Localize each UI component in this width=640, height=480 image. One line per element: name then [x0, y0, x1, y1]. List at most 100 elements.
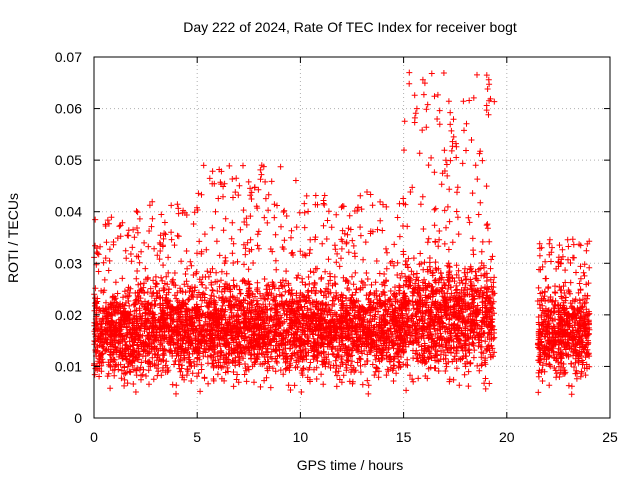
data-point [117, 222, 124, 229]
data-point [160, 347, 167, 354]
data-point [220, 227, 227, 234]
data-point [335, 368, 342, 375]
data-point [145, 358, 152, 365]
data-point [121, 364, 128, 371]
data-point [339, 227, 346, 234]
data-point [142, 317, 148, 324]
data-point [213, 312, 220, 319]
data-point [194, 207, 201, 213]
data-point [390, 378, 397, 384]
data-point [218, 321, 225, 328]
data-point [134, 342, 140, 348]
data-point [188, 262, 195, 269]
data-point [160, 305, 167, 311]
data-point [112, 295, 119, 302]
data-point [209, 224, 216, 231]
data-point [235, 379, 242, 386]
data-point [137, 295, 144, 302]
data-point [184, 265, 191, 272]
data-point [124, 356, 130, 363]
data-point [150, 277, 157, 284]
data-point [100, 339, 107, 346]
data-point [207, 295, 214, 302]
data-point [240, 162, 246, 169]
data-point [208, 345, 215, 352]
data-point [265, 292, 272, 299]
data-point [268, 305, 275, 312]
data-point [202, 345, 209, 352]
data-point [272, 329, 279, 336]
data-point [243, 215, 250, 222]
data-point [362, 239, 369, 246]
data-point [153, 365, 160, 372]
data-point [157, 326, 164, 333]
data-point [277, 303, 284, 310]
data-point [145, 341, 152, 348]
data-point [151, 344, 158, 351]
data-point [219, 307, 226, 314]
data-point [281, 237, 288, 244]
data-point [266, 363, 273, 370]
data-point [343, 240, 350, 247]
data-point [373, 352, 380, 359]
data-point [243, 221, 250, 228]
data-point [380, 201, 386, 208]
data-point [144, 350, 151, 356]
data-point [351, 250, 358, 257]
data-point [258, 350, 265, 357]
data-point [163, 325, 170, 332]
data-point [222, 258, 229, 264]
data-point [175, 210, 182, 217]
data-point [259, 311, 266, 317]
data-point [241, 315, 248, 321]
data-point [131, 234, 138, 241]
data-point [285, 382, 292, 389]
data-point [343, 367, 350, 374]
data-point [99, 343, 106, 350]
data-point [263, 306, 270, 313]
data-point [289, 325, 296, 332]
data-point [174, 329, 181, 336]
data-point [140, 348, 147, 355]
data-point [246, 326, 252, 333]
data-point [210, 363, 217, 370]
data-point [255, 245, 262, 252]
data-point [187, 258, 194, 265]
data-point [163, 291, 170, 298]
data-point [261, 276, 268, 282]
data-point [241, 219, 248, 225]
data-point [272, 257, 279, 264]
data-point [240, 355, 247, 362]
data-point [299, 275, 306, 282]
data-point [179, 362, 185, 369]
data-point [188, 315, 195, 322]
data-point [288, 331, 295, 338]
data-point [218, 375, 225, 382]
data-point [100, 344, 107, 351]
data-point [128, 258, 135, 265]
data-point [95, 268, 102, 275]
data-point [174, 232, 181, 239]
data-point [168, 335, 175, 342]
data-point [204, 268, 211, 275]
data-point [298, 304, 305, 311]
data-point [97, 321, 104, 328]
data-point [228, 301, 235, 308]
data-point [345, 352, 352, 359]
data-point [335, 352, 342, 359]
data-point [209, 265, 216, 272]
data-point [138, 248, 145, 255]
data-point [235, 192, 242, 199]
data-point [349, 292, 356, 299]
data-point [333, 365, 340, 372]
data-point [134, 293, 141, 300]
data-point [244, 239, 251, 246]
data-point [301, 209, 308, 216]
data-point [168, 236, 175, 243]
data-point [118, 367, 125, 374]
data-point [210, 340, 217, 346]
data-point [151, 337, 158, 344]
data-point [177, 368, 184, 375]
data-point [248, 355, 255, 362]
data-point [341, 230, 348, 237]
